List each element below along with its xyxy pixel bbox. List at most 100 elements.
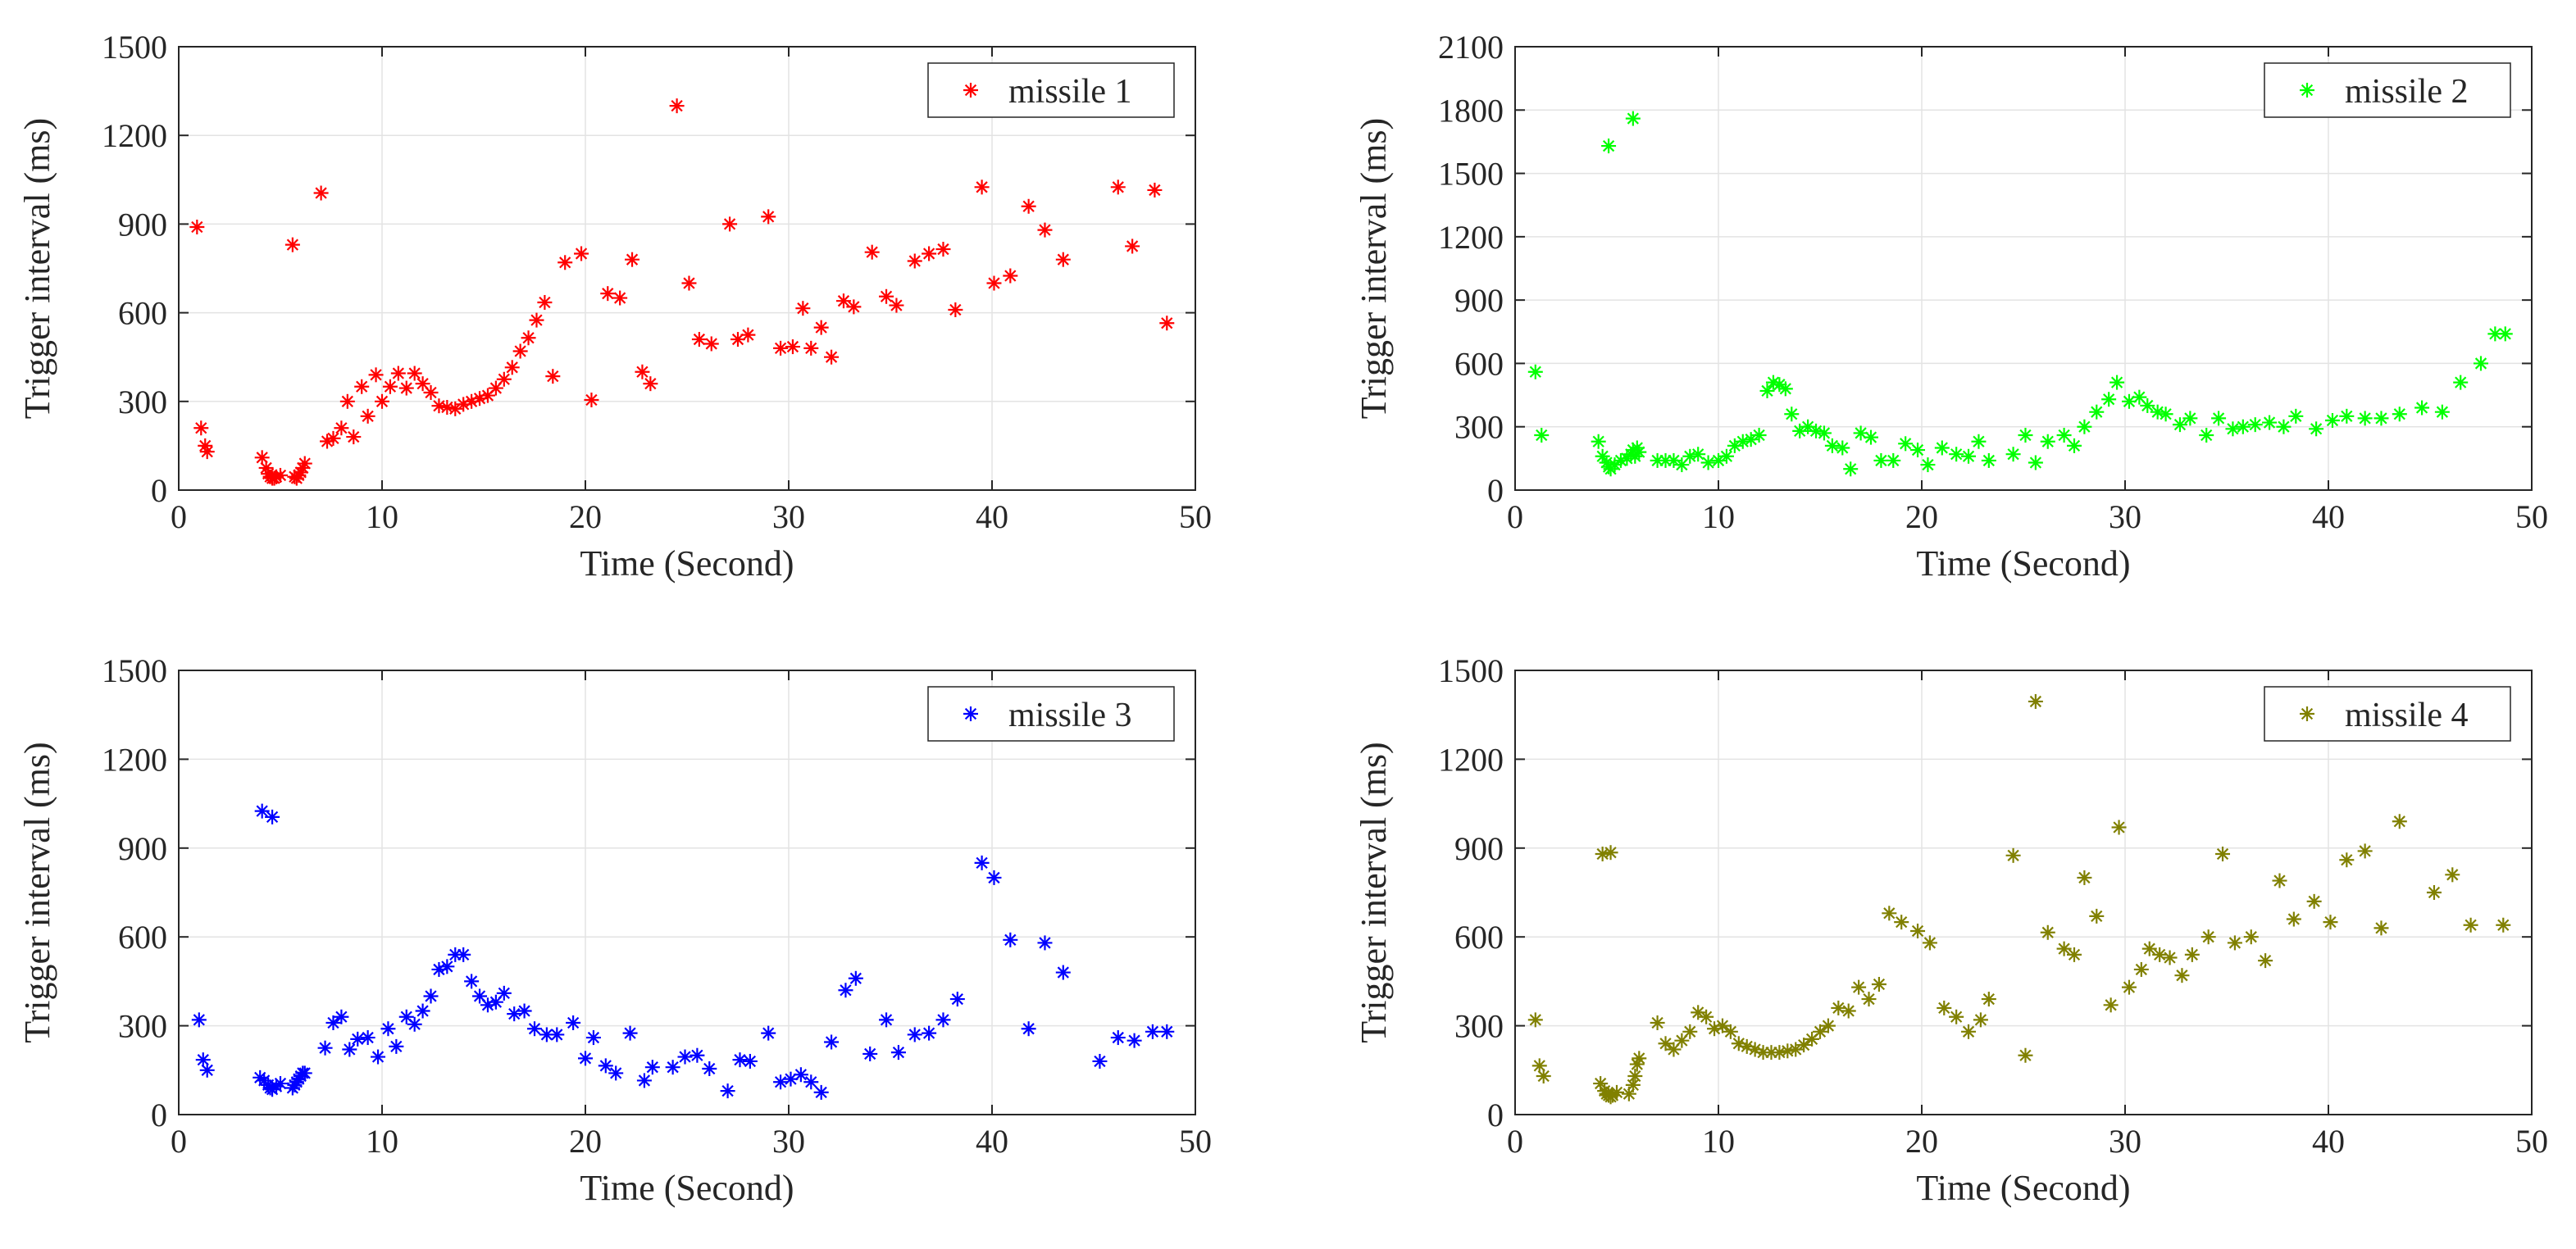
data-point xyxy=(1894,915,1909,930)
data-point xyxy=(191,1012,207,1028)
data-point xyxy=(2028,455,2043,470)
data-point xyxy=(1813,1024,1827,1039)
data-point xyxy=(730,332,745,347)
data-point xyxy=(1147,182,1163,198)
axes-box xyxy=(178,46,1196,491)
data-point xyxy=(199,444,215,460)
data-point xyxy=(1922,935,1937,951)
data-point xyxy=(317,1040,333,1056)
data-point xyxy=(2211,411,2227,426)
axes-box xyxy=(178,670,1196,1115)
subplot-missile-4: 0 10 20 30 40 50 0 300 600 900 1200 1500 Time (Secon… xyxy=(1354,652,2548,1208)
data-point xyxy=(2288,408,2304,424)
data-point xyxy=(1126,1033,1142,1048)
data-point xyxy=(1861,992,1877,1007)
data-point xyxy=(2258,953,2273,969)
data-point xyxy=(2158,406,2173,422)
data-point xyxy=(273,1076,288,1092)
data-point xyxy=(1632,444,1647,460)
data-point xyxy=(2243,929,2259,945)
data-point xyxy=(375,393,389,409)
data-point xyxy=(2018,1047,2033,1063)
data-point xyxy=(1949,447,1964,462)
data-point xyxy=(2101,392,2117,407)
data-point xyxy=(1898,436,1914,452)
data-point xyxy=(803,1074,819,1090)
data-point xyxy=(464,393,480,409)
data-point xyxy=(2109,375,2125,390)
data-point xyxy=(334,420,349,436)
data-point xyxy=(643,376,658,392)
data-point xyxy=(254,803,270,819)
data-point xyxy=(846,299,862,315)
data-point xyxy=(2496,917,2511,933)
legend: missile 2 xyxy=(2264,62,2511,118)
data-point xyxy=(2247,417,2263,433)
data-points xyxy=(1527,111,2513,477)
data-point xyxy=(2373,411,2389,426)
data-points xyxy=(189,98,1175,486)
data-point xyxy=(2339,852,2355,868)
legend-label: missile 1 xyxy=(1008,73,1132,111)
data-point xyxy=(439,959,455,974)
data-point xyxy=(1092,1053,1108,1069)
data-point xyxy=(974,855,990,870)
data-point xyxy=(1780,1043,1795,1059)
data-point xyxy=(2272,873,2287,888)
data-point xyxy=(585,1030,601,1046)
x-tick-label: 20 xyxy=(569,498,602,535)
data-point xyxy=(2141,941,2157,956)
data-point xyxy=(2339,408,2355,424)
data-point xyxy=(297,1065,312,1081)
x-tick-label: 0 xyxy=(171,1123,187,1160)
data-point xyxy=(935,242,951,257)
data-point xyxy=(480,388,495,403)
data-point xyxy=(496,371,512,387)
data-point xyxy=(578,1051,593,1066)
data-point xyxy=(773,1074,789,1090)
y-axis-label: Trigger interval (ms) xyxy=(1354,118,1394,419)
data-point xyxy=(889,297,904,313)
data-point xyxy=(2056,941,2072,956)
y-tick-label: 0 xyxy=(1487,1097,1504,1133)
data-point xyxy=(521,330,536,346)
y-tick-label: 1200 xyxy=(102,117,167,154)
data-point xyxy=(2434,404,2450,420)
y-tick-label: 1800 xyxy=(1438,92,1504,129)
data-point xyxy=(1886,452,1901,468)
data-point xyxy=(1851,979,1867,995)
data-point xyxy=(1037,222,1053,238)
data-point xyxy=(339,393,355,409)
data-point xyxy=(545,369,561,384)
data-points xyxy=(191,803,1175,1100)
data-point xyxy=(1973,1012,1988,1028)
data-point xyxy=(879,1012,894,1028)
data-point xyxy=(1110,1030,1126,1046)
plot-area xyxy=(179,670,1195,1115)
axes-box xyxy=(1514,670,2533,1115)
data-point xyxy=(1751,428,1767,443)
data-point xyxy=(407,1016,422,1032)
data-point xyxy=(773,340,789,356)
x-tick-label: 50 xyxy=(1179,498,1212,535)
data-point xyxy=(1591,434,1606,449)
data-point xyxy=(1682,1024,1698,1039)
data-point xyxy=(360,408,375,424)
data-point xyxy=(2077,419,2092,434)
data-point xyxy=(566,1015,581,1030)
data-point xyxy=(2323,915,2338,930)
data-point xyxy=(1536,1069,1551,1084)
legend-label: missile 3 xyxy=(1008,697,1132,734)
data-point xyxy=(456,947,471,962)
data-point xyxy=(1937,1000,1952,1015)
y-tick-label: 1500 xyxy=(1438,156,1504,193)
data-point xyxy=(2174,968,2190,983)
data-point xyxy=(795,301,811,316)
data-point xyxy=(813,1084,829,1100)
data-point xyxy=(644,1060,660,1075)
data-point xyxy=(2067,438,2082,453)
data-point xyxy=(625,252,640,267)
data-point xyxy=(2445,867,2460,883)
subplot-missile-2: 0 10 20 30 40 50 0 300 600 900 1200 1500 1800 2100 Tim… xyxy=(1354,29,2548,584)
